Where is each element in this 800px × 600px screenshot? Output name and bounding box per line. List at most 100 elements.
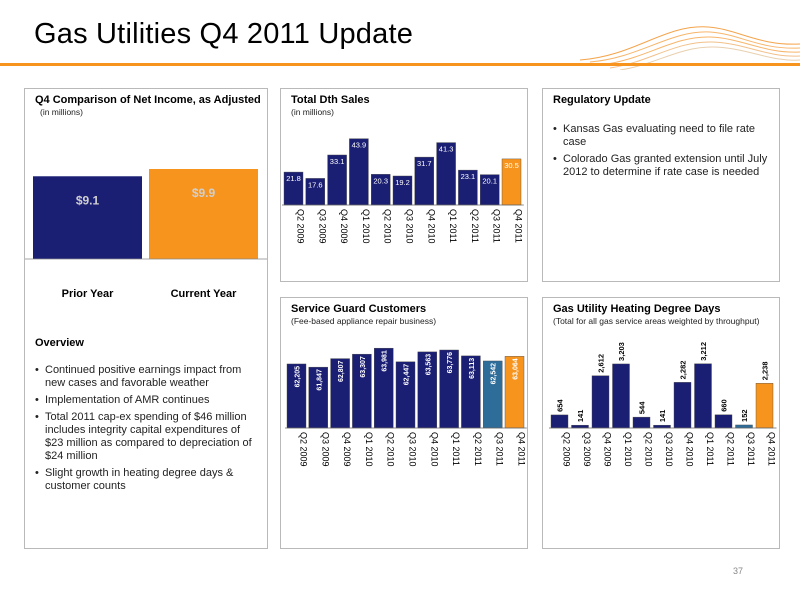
category-label: Q1 2011 <box>451 432 461 466</box>
panel-title: Total Dth Sales <box>291 94 370 106</box>
panel-net-income: Q4 Comparison of Net Income, as Adjusted… <box>24 88 268 549</box>
data-label: 141 <box>658 410 667 423</box>
data-label: 62,447 <box>404 364 411 386</box>
data-label: 62,205 <box>295 366 302 388</box>
net-income-bar <box>33 176 142 259</box>
data-label: 63,064 <box>513 358 520 380</box>
category-label: Q2 2009 <box>562 432 572 467</box>
data-label: $9.9 <box>192 186 216 200</box>
category-label: Q1 2010 <box>364 432 374 467</box>
category-label: Q3 2009 <box>317 209 327 244</box>
category-label: Q2 2010 <box>644 432 654 467</box>
panel-heating-degree-days: Gas Utility Heating Degree Days (Total f… <box>542 297 780 549</box>
overview-bullet: Implementation of AMR continues <box>33 394 255 407</box>
header-rule <box>0 63 800 66</box>
category-label: Q1 2011 <box>448 209 458 243</box>
data-label: 19.2 <box>395 178 410 187</box>
data-label: 654 <box>556 399 565 412</box>
data-label: 3,212 <box>699 342 708 361</box>
category-label: Q4 2011 <box>514 209 524 243</box>
data-label: 33.1 <box>330 157 345 166</box>
panel-title: Q4 Comparison of Net Income, as Adjusted <box>35 94 261 106</box>
data-label: 23.1 <box>461 172 476 181</box>
category-label: Q2 2011 <box>473 432 483 466</box>
bar <box>735 424 753 429</box>
category-label: Q4 2011 <box>767 432 777 466</box>
category-label: Q3 2010 <box>405 209 415 244</box>
dth-sales-chart: Q2 2009 Q3 2009 Q4 2009 Q1 2010 Q2 2010 Q3 20… <box>282 138 524 244</box>
data-label: 62,542 <box>491 363 498 385</box>
panel-dth-sales: Total Dth Sales (in millions) Q2 2009 Q3 … <box>280 88 528 282</box>
service-guard-chart: 62,205 Q2 2009 61,847 Q3 2009 62,807 Q4 2009 6… <box>285 347 527 467</box>
bar <box>755 383 774 429</box>
panel-title: Gas Utility Heating Degree Days <box>553 303 721 315</box>
panel-subtitle: (Total for all gas service areas weighte… <box>553 316 760 326</box>
category-label: Q3 2009 <box>320 432 330 467</box>
category-label: Q4 2010 <box>429 432 439 467</box>
data-label: 3,203 <box>617 342 626 361</box>
data-label: 62,807 <box>338 361 345 383</box>
category-label: Q3 2011 <box>492 209 502 243</box>
category-label: Q4 2009 <box>342 432 352 467</box>
data-label: 30.5 <box>504 161 519 170</box>
bar <box>550 414 569 429</box>
net-income-bar <box>149 169 258 259</box>
bar <box>714 414 733 429</box>
data-label: 41.3 <box>439 145 454 154</box>
category-label: Current Year <box>171 288 238 300</box>
category-label: Q4 2010 <box>426 209 436 244</box>
panel-subtitle: (in millions) <box>40 107 83 117</box>
data-label: 61,847 <box>316 369 323 391</box>
overview-bullet: Continued positive earnings impact from … <box>33 364 255 390</box>
bar <box>673 382 692 429</box>
category-label: Q3 2011 <box>746 432 756 466</box>
panel-title: Service Guard Customers <box>291 303 427 315</box>
hdd-chart: 654 Q2 2009 141 Q3 2009 2,612 Q4 2009 3,203 Q1 … <box>549 342 777 467</box>
data-label: 63,113 <box>469 358 476 379</box>
category-label: Q1 2011 <box>705 432 715 466</box>
bar <box>632 416 651 429</box>
bar <box>694 363 712 429</box>
data-label: 660 <box>720 399 729 412</box>
bar <box>571 424 589 429</box>
panel-subtitle: (Fee-based appliance repair business) <box>291 316 437 326</box>
overview-bullet: Total 2011 cap-ex spending of $46 millio… <box>33 411 255 463</box>
category-label: Q4 2009 <box>339 209 349 244</box>
regulatory-bullets: Kansas Gas evaluating need to file rate … <box>551 123 771 183</box>
data-label: $9.1 <box>76 193 100 207</box>
data-label: 2,612 <box>597 354 606 373</box>
page-number: 37 <box>733 566 744 576</box>
category-label: Q4 2010 <box>685 432 695 467</box>
category-label: Q4 2011 <box>517 432 527 466</box>
data-label: 63,776 <box>447 352 454 374</box>
category-label: Q2 2010 <box>383 209 393 244</box>
logo-waves <box>579 26 800 70</box>
data-label: 20.1 <box>482 177 497 186</box>
panel-regulatory: Regulatory Update Kansas Gas evaluating … <box>542 88 780 282</box>
category-label: Q3 2011 <box>495 432 505 466</box>
overview-title: Overview <box>35 337 84 349</box>
regulatory-bullet: Kansas Gas evaluating need to file rate … <box>551 123 771 149</box>
category-label: Q2 2009 <box>296 209 306 244</box>
regulatory-bullet: Colorado Gas granted extension until Jul… <box>551 153 771 179</box>
category-label: Q1 2010 <box>623 432 633 467</box>
category-label: Q2 2011 <box>470 209 480 243</box>
data-label: 20.3 <box>373 176 388 185</box>
net-income-chart: $9.1 Prior Year $9.9 Current Year <box>25 169 267 300</box>
category-label: Q2 2010 <box>386 432 396 467</box>
overview-bullets: Continued positive earnings impact from … <box>33 364 255 497</box>
category-label: Q1 2010 <box>361 209 371 244</box>
data-label: 141 <box>576 410 585 423</box>
category-label: Q2 2009 <box>299 432 309 467</box>
data-label: 2,282 <box>679 361 688 380</box>
overview-bullet: Slight growth in heating degree days & c… <box>33 467 255 493</box>
bar <box>653 424 671 429</box>
category-label: Q3 2010 <box>664 432 674 467</box>
panel-service-guard: Service Guard Customers (Fee-based appli… <box>280 297 528 549</box>
category-label: Prior Year <box>62 288 114 300</box>
data-label: 2,238 <box>761 361 770 380</box>
data-label: 152 <box>740 409 749 422</box>
data-label: 43.9 <box>352 141 367 150</box>
page-title: Gas Utilities Q4 2011 Update <box>34 18 414 50</box>
data-label: 544 <box>638 401 647 414</box>
